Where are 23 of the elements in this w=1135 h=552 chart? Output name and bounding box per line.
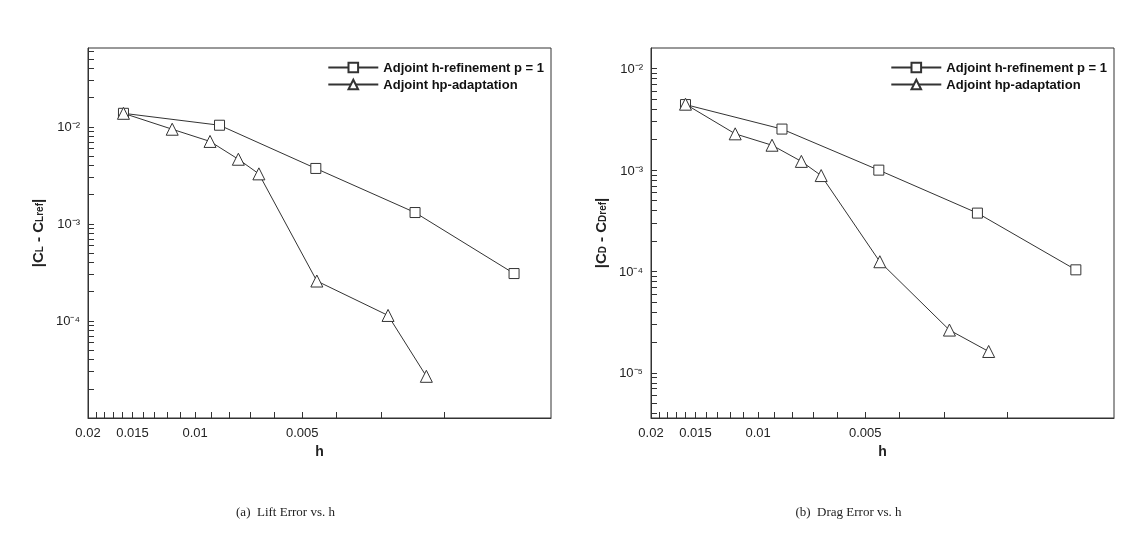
x-tick-label: 0.015	[116, 425, 149, 440]
y-tick-label: 10⁻²	[620, 61, 644, 77]
text: (b) Drag Error vs. h	[794, 504, 903, 520]
x-tick-label: 0.005	[285, 425, 319, 440]
x-tick-label: 0.005	[848, 425, 882, 440]
x-tick-label: 0.02	[75, 425, 101, 440]
text: (a) Lift Error vs. h	[235, 504, 336, 520]
x-axis-title: h	[878, 442, 887, 459]
legend-label: Adjoint h-refinement p = 1	[946, 60, 1108, 75]
y-tick-label: 10⁻⁴	[618, 264, 643, 280]
y-tick-label: 10⁻³	[620, 162, 644, 178]
legend-label: Adjoint h-refinement p = 1	[383, 60, 545, 75]
y-tick-label: 10⁻²	[57, 119, 81, 135]
x-tick-label: 0.015	[679, 425, 712, 440]
legend-label: Adjoint hp-adaptation	[383, 77, 518, 92]
x-axis-title: h	[315, 442, 324, 459]
legend-label: Adjoint hp-adaptation	[946, 77, 1081, 92]
x-tick-label: 0.02	[638, 425, 664, 440]
y-tick-label: 10⁻⁴	[55, 313, 80, 329]
y-tick-label: 10⁻⁵	[619, 365, 643, 381]
x-tick-label: 0.01	[182, 425, 208, 440]
x-tick-label: 0.01	[745, 425, 771, 440]
y-tick-label: 10⁻³	[57, 216, 81, 232]
